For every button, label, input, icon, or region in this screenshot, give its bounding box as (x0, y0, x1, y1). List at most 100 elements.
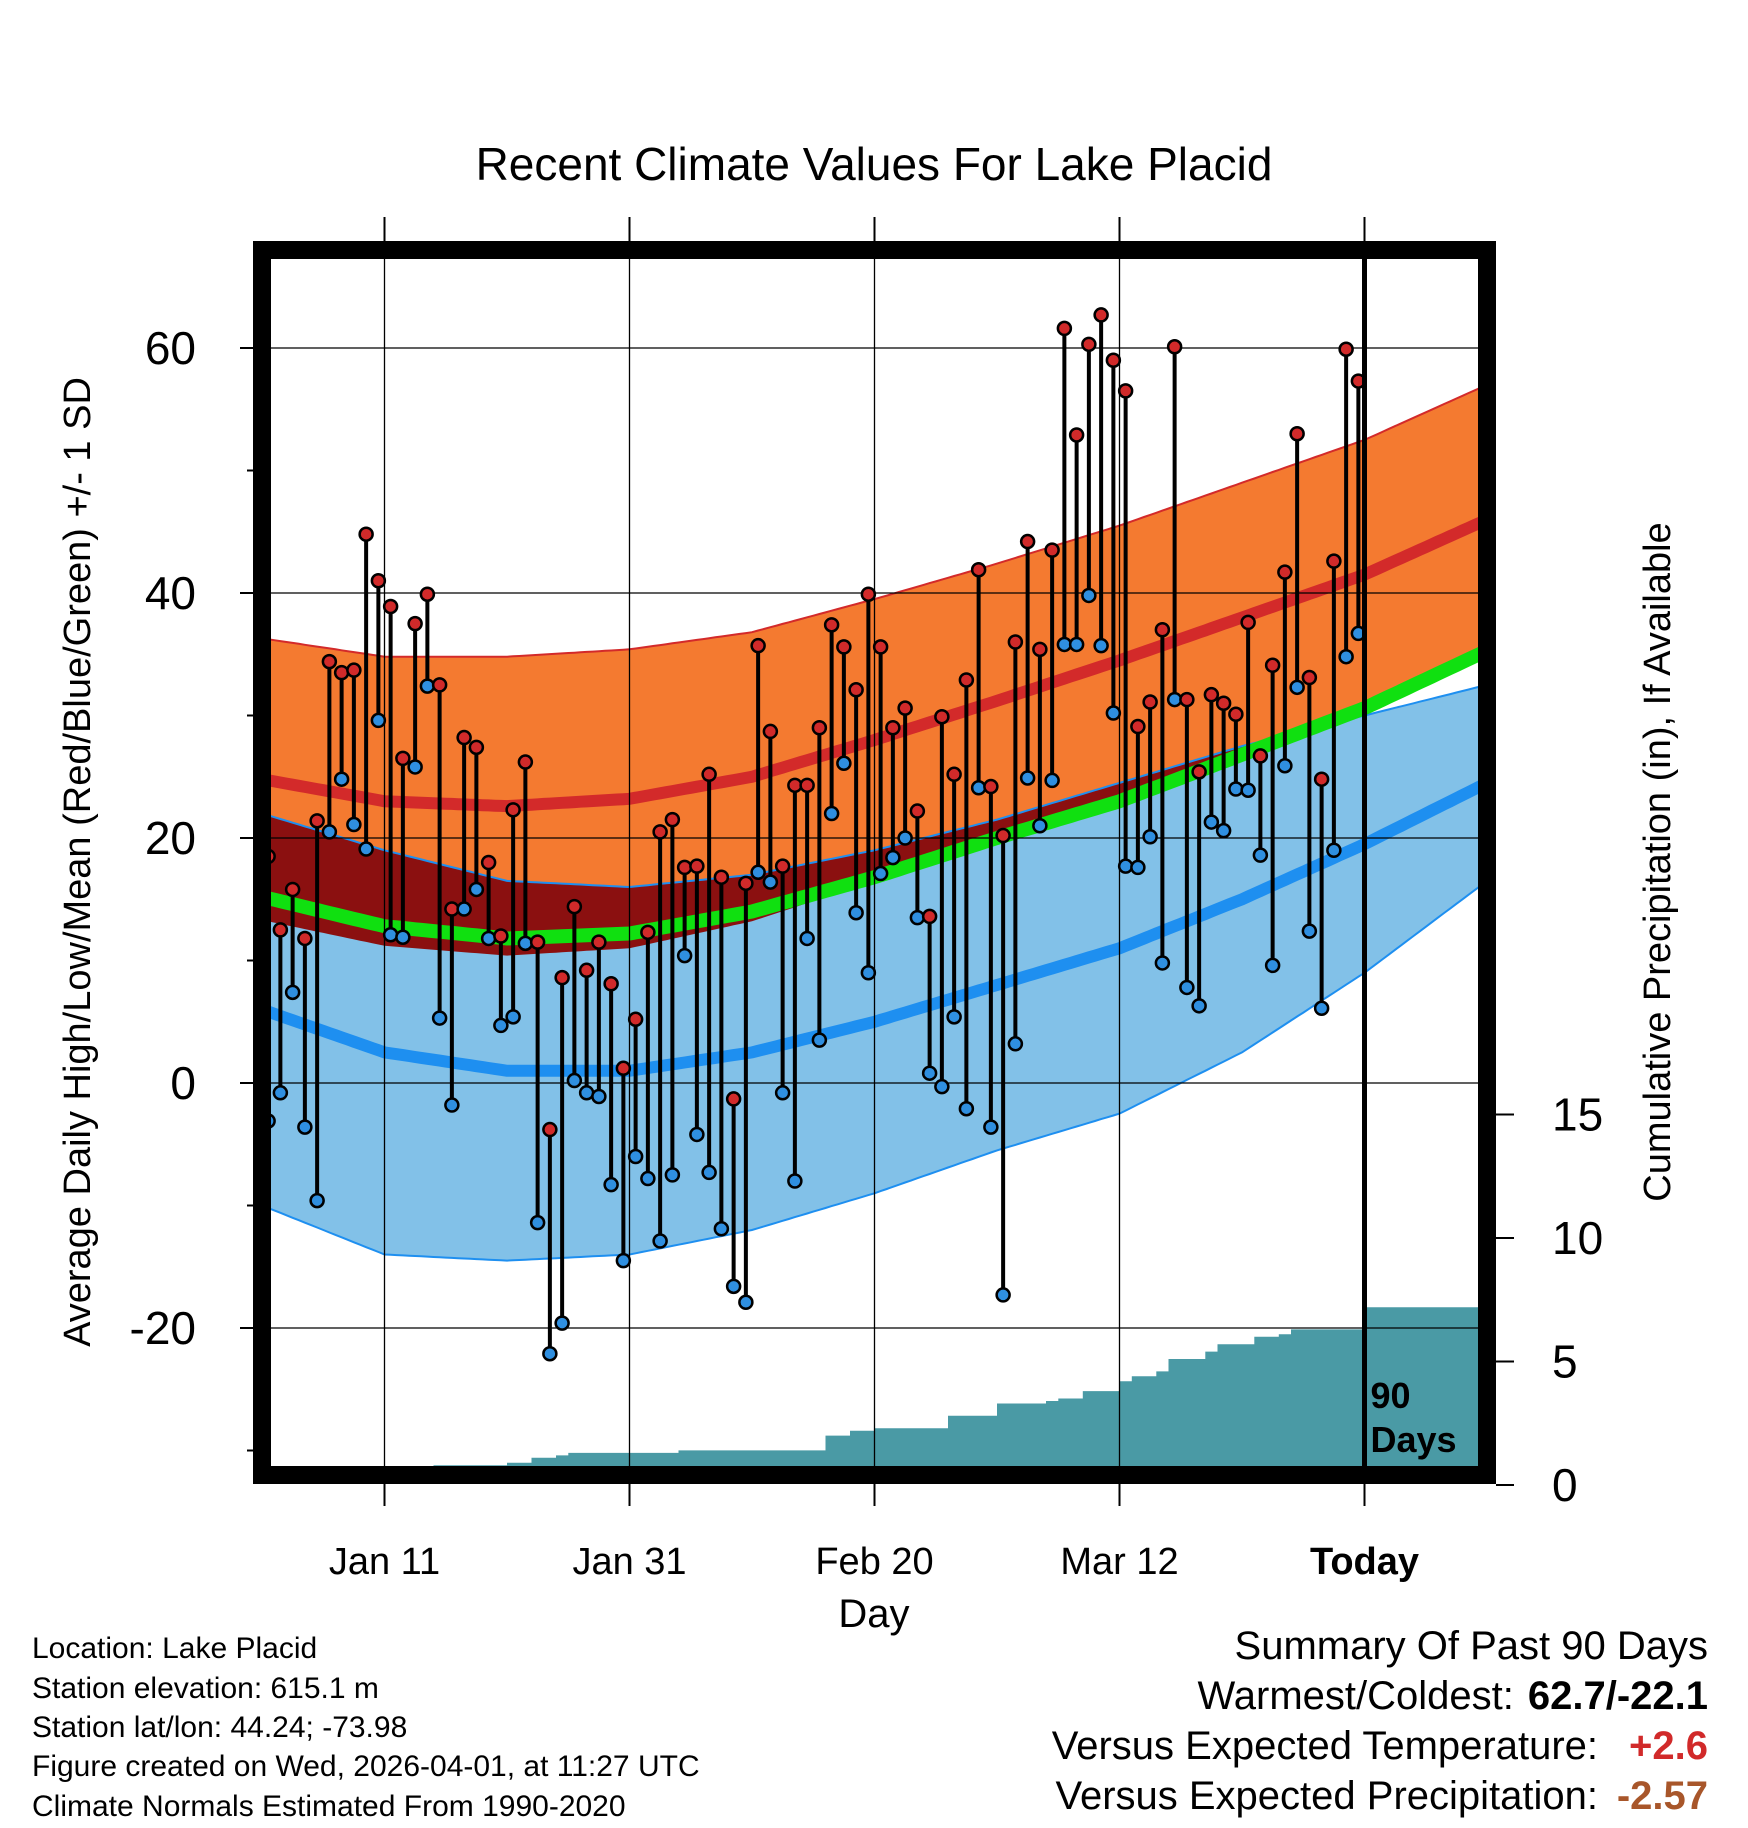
daily-high-point (995, 827, 1011, 844)
daily-high-point (309, 813, 325, 829)
daily-low-point (505, 1009, 521, 1025)
daily-low-point (603, 1176, 619, 1193)
daily-high-point (627, 1011, 644, 1028)
daily-low-point (1154, 955, 1171, 971)
daily-low-point (1277, 757, 1293, 774)
daily-high-point (284, 881, 301, 898)
daily-low-point (676, 947, 693, 964)
daily-low-point (1032, 818, 1048, 834)
daily-low-point (395, 929, 411, 945)
footer-normals: Climate Normals Estimated From 1990-2020 (32, 1790, 626, 1823)
daily-high-point (1166, 339, 1183, 355)
x-tick-label: Jan 31 (572, 1541, 686, 1583)
daily-high-point (872, 639, 889, 655)
chart-title: Recent Climate Values For Lake Placid (476, 138, 1273, 190)
daily-low-point (787, 1173, 803, 1189)
daily-low-point (946, 1009, 962, 1025)
y-tick-label: 40 (145, 567, 196, 619)
daily-low-point (517, 935, 534, 952)
plot-frame (253, 241, 1496, 1484)
daily-low-point (750, 864, 766, 881)
temp-value: +2.6 (1629, 1724, 1708, 1768)
daily-high-point (333, 664, 350, 681)
daily-low-point (1044, 772, 1060, 789)
daily-low-point (1264, 957, 1281, 974)
daily-low-point (1313, 1000, 1330, 1017)
daily-low-point (480, 930, 497, 947)
daily-low-point (1019, 770, 1036, 786)
daily-high-point (1130, 718, 1146, 735)
daily-low-point (444, 1097, 460, 1113)
daily-high-point (1228, 706, 1244, 723)
daily-low-point (297, 1119, 313, 1135)
daily-low-point (934, 1078, 950, 1095)
summary-temperature: Versus Expected Temperature: +2.6 (1052, 1722, 1708, 1770)
daily-low-point (1326, 842, 1342, 858)
daily-low-point (1179, 979, 1195, 996)
x-tick-label: Feb 20 (815, 1541, 933, 1583)
daily-high-point (1044, 542, 1060, 558)
summary-warm-cold: Warmest/Coldest: 62.7/-22.1 (1197, 1672, 1708, 1720)
daily-high-point (1056, 320, 1073, 337)
daily-high-point (358, 526, 374, 542)
daily-low-point (407, 759, 423, 775)
daily-high-point (958, 672, 975, 688)
daily-high-point (1338, 341, 1354, 357)
daily-high-point (578, 962, 595, 979)
daily-high-point (554, 969, 570, 986)
daily-low-point (836, 755, 852, 772)
daily-high-point (480, 854, 497, 871)
daily-low-point (566, 1072, 583, 1089)
y2-axis-label: Cumulative Precipitation (in), If Availa… (1637, 522, 1679, 1201)
daily-low-point (664, 1167, 681, 1183)
daily-low-point (468, 881, 485, 898)
y-tick-label: 0 (170, 1057, 196, 1109)
daily-low-point (493, 1017, 509, 1034)
daily-high-point (1105, 352, 1122, 368)
daily-low-point (419, 678, 436, 694)
daily-high-point (297, 930, 313, 947)
daily-high-point (493, 928, 509, 944)
daily-high-point (529, 934, 546, 950)
daily-high-point (370, 573, 387, 589)
daily-high-point (1093, 307, 1109, 323)
daily-high-point (1032, 641, 1048, 658)
daily-low-point (799, 930, 815, 947)
daily-low-point (1252, 847, 1269, 863)
warm-cold-label: Warmest/Coldest: (1197, 1674, 1514, 1718)
daily-high-point (505, 802, 521, 818)
daily-low-point (529, 1214, 546, 1231)
daily-high-point (603, 976, 619, 992)
daily-high-point (615, 1060, 632, 1077)
footer-elevation: Station elevation: 615.1 m (32, 1672, 379, 1705)
daily-low-point (909, 909, 926, 926)
daily-low-point (554, 1315, 570, 1331)
daily-high-point (1007, 634, 1024, 650)
daily-high-point (1289, 426, 1305, 442)
daily-low-point (1301, 923, 1318, 939)
daily-high-point (1019, 533, 1036, 550)
precip-value: -2.57 (1616, 1774, 1708, 1818)
daily-low-point (346, 816, 362, 833)
daily-high-point (566, 898, 583, 915)
daily-low-point (958, 1100, 975, 1117)
summary-title: Summary Of Past 90 Days (1234, 1624, 1708, 1668)
daily-high-point (1313, 771, 1330, 787)
daily-high-point (848, 682, 864, 698)
daily-high-point (946, 766, 962, 783)
daily-high-point (542, 1121, 558, 1138)
daily-high-point (1179, 691, 1195, 708)
daily-high-point (1191, 764, 1207, 780)
daily-high-point (885, 720, 901, 736)
daily-high-point (1264, 657, 1281, 674)
daily-low-point (738, 1294, 754, 1311)
daily-high-point (1252, 748, 1269, 764)
temp-label: Versus Expected Temperature: (1051, 1724, 1598, 1768)
daily-high-point (1068, 427, 1085, 443)
daily-high-point (321, 653, 338, 670)
daily-low-point (897, 830, 913, 846)
y-tick-label: 20 (145, 812, 196, 864)
daily-high-point (272, 922, 289, 938)
daily-low-point (284, 984, 301, 1001)
